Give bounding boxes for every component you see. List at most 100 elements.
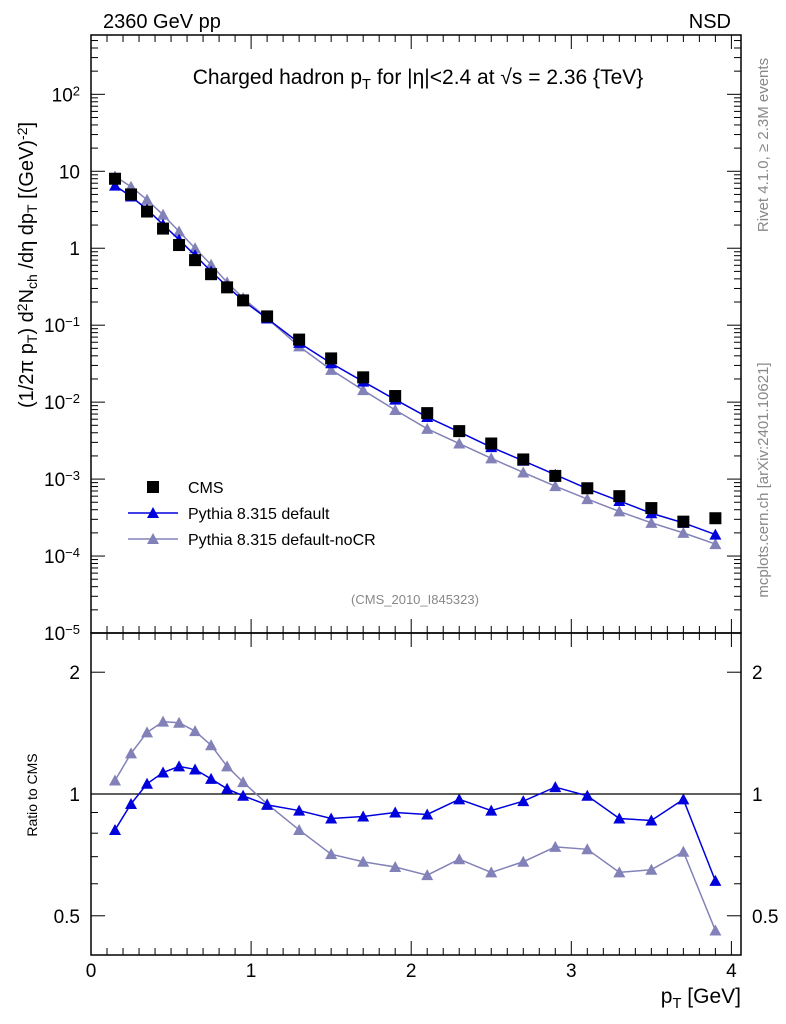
data-point-cms	[237, 294, 250, 307]
data-point-cms	[517, 453, 530, 466]
data-point-cms	[157, 222, 170, 235]
text-part: 2	[14, 303, 30, 311]
data-point-1	[709, 528, 722, 540]
ratio-point-0	[261, 798, 274, 810]
data-point-2	[645, 516, 658, 528]
ratio-y-tick-label: 0.5	[752, 907, 778, 928]
y-tick-label: 10−3	[44, 468, 80, 491]
data-point-2	[173, 225, 186, 237]
ratio-point-1	[109, 774, 122, 786]
y-tick-label: 10−1	[44, 314, 80, 337]
data-point-cms	[141, 205, 154, 218]
text-part: T	[24, 334, 40, 343]
ratio-point-1	[357, 855, 370, 867]
ratio-point-0	[421, 808, 434, 820]
ratio-point-1	[189, 725, 202, 737]
ratio-point-1	[325, 848, 338, 860]
header-right: NSD	[689, 11, 731, 33]
tick-exponent: −3	[65, 468, 80, 483]
ratio-point-0	[709, 874, 722, 886]
tick-base: 1	[69, 239, 80, 260]
data-point-cms	[357, 371, 370, 384]
ratio-point-0	[109, 823, 122, 835]
ratio-y-tick-label: 1	[752, 785, 763, 806]
text-part: N	[16, 289, 38, 303]
data-point-cms	[485, 437, 498, 450]
data-point-cms	[109, 172, 122, 185]
ratio-point-0	[581, 789, 594, 801]
legend-marker	[147, 533, 159, 544]
text-part: T	[362, 77, 371, 93]
ratio-y-tick-label: 2	[69, 663, 80, 684]
data-point-2	[189, 242, 202, 254]
tick-base: 10	[44, 316, 65, 337]
ratio-point-1	[549, 840, 562, 852]
legend-label: Pythia 8.315 default-noCR	[188, 532, 376, 549]
series-line-2	[114, 175, 716, 545]
tick-exponent: 2	[73, 83, 80, 98]
ratio-point-0	[453, 793, 466, 805]
ratio-y-tick-label: 2	[752, 663, 763, 684]
data-point-cms	[709, 512, 722, 525]
data-point-2	[141, 193, 154, 205]
data-point-2	[421, 422, 434, 434]
data-point-cms	[261, 310, 274, 323]
data-point-2	[389, 404, 402, 416]
ratio-point-0	[141, 777, 154, 789]
ratio-point-1	[389, 861, 402, 873]
data-point-cms	[221, 281, 234, 294]
ratio-ylabel: Ratio to CMS	[24, 753, 40, 836]
data-point-2	[157, 208, 170, 220]
ratio-point-1	[141, 726, 154, 738]
legend-label: CMS	[188, 480, 224, 497]
y-tick-label: 10−5	[44, 622, 80, 645]
y-tick-label: 10−2	[44, 391, 80, 414]
ratio-point-1	[453, 853, 466, 865]
tick-base: 10	[44, 470, 65, 491]
x-tick-label: 3	[566, 961, 577, 982]
data-point-2	[677, 526, 690, 538]
ratio-point-0	[549, 781, 562, 793]
ratio-point-1	[677, 845, 690, 857]
ratio-point-1	[645, 863, 658, 875]
y-tick-label: 10−4	[44, 545, 80, 568]
x-tick-label: 4	[726, 961, 737, 982]
data-point-2	[709, 538, 722, 550]
text-part: /dη dp	[16, 213, 38, 274]
data-point-1	[109, 179, 122, 191]
ratio-line-0	[114, 765, 717, 882]
data-point-cms	[293, 333, 306, 346]
text-part: T	[672, 996, 681, 1012]
ratio-point-0	[325, 812, 338, 824]
analysis-id: (CMS_2010_I845323)	[351, 592, 479, 607]
ratio-point-1	[613, 866, 626, 878]
ratio-point-1	[517, 855, 530, 867]
x-tick-label: 0	[86, 961, 97, 982]
data-point-cms	[189, 254, 202, 267]
tick-base: 10	[44, 547, 65, 568]
ratio-y-tick-label: 0.5	[54, 907, 80, 928]
ratio-line-1	[114, 720, 717, 931]
ratio-point-1	[293, 823, 306, 835]
ratio-point-0	[221, 782, 234, 794]
x-tick-label: 2	[406, 961, 417, 982]
ratio-point-0	[157, 766, 170, 778]
data-point-2	[453, 437, 466, 449]
data-point-2	[517, 466, 530, 478]
text-part: p	[661, 985, 673, 1008]
text-part: T	[24, 204, 40, 213]
data-point-cms	[613, 490, 626, 503]
side-text-top: Rivet 4.1.0, ≥ 2.3M events	[755, 58, 772, 232]
text-part: ]	[16, 122, 38, 128]
text-part: ch	[24, 274, 40, 289]
data-point-cms	[549, 469, 562, 482]
x-tick-label: 1	[246, 961, 257, 982]
ratio-point-1	[485, 866, 498, 878]
text-part: (1/2π p	[16, 343, 38, 408]
header-left: 2360 GeV pp	[103, 11, 221, 33]
ratio-point-0	[173, 760, 186, 772]
tick-base: 10	[44, 393, 65, 414]
ratio-point-0	[205, 772, 218, 784]
data-point-2	[325, 363, 338, 375]
data-point-cms	[453, 425, 466, 438]
